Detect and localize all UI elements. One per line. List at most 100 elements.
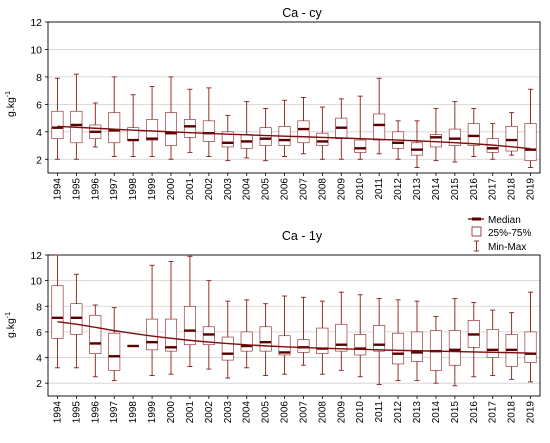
- x-tick-label: 2011: [374, 178, 385, 200]
- iqr-box: [354, 139, 367, 153]
- box-2009: [335, 98, 348, 160]
- x-tick-label: 2015: [450, 401, 461, 424]
- x-tick-label: 2009: [336, 401, 347, 424]
- box-1994: [51, 254, 64, 369]
- box-2015: [448, 101, 461, 163]
- x-tick-label: 2017: [488, 178, 499, 201]
- box-2009: [335, 291, 348, 371]
- iqr-box: [259, 127, 272, 146]
- x-tick-label: 2018: [507, 401, 518, 424]
- legend-box-swatch: [471, 226, 482, 237]
- plot-frame: [47, 21, 541, 174]
- y-tick-label: 2: [36, 378, 42, 390]
- box-2008: [316, 300, 329, 375]
- iqr-box: [183, 305, 196, 346]
- box-2010: [354, 294, 367, 378]
- box-2007: [297, 97, 310, 155]
- iqr-box: [354, 334, 367, 356]
- x-tick-label: 2006: [280, 178, 291, 201]
- box-2004: [240, 299, 253, 369]
- x-tick-label: 2002: [204, 178, 215, 201]
- box-2016: [467, 301, 480, 378]
- box-2018: [505, 112, 518, 156]
- x-tick-label: 2014: [431, 401, 442, 424]
- box-2016: [467, 108, 480, 157]
- y-tick-label: 8: [36, 72, 42, 84]
- legend-range-label: Min-Max: [488, 242, 526, 253]
- y-axis-label-1y: g.kg-1: [5, 312, 17, 338]
- y-tick-label: 6: [36, 99, 42, 111]
- x-tick-label: 2011: [374, 401, 385, 423]
- x-tick-label: 2014: [431, 178, 442, 201]
- iqr-box: [70, 303, 83, 335]
- x-tick-label: 2010: [355, 401, 366, 424]
- box-2019: [524, 291, 537, 383]
- box-2003: [221, 300, 234, 379]
- x-tick-label: 2008: [317, 401, 328, 424]
- x-tick-label: 2016: [469, 401, 480, 424]
- iqr-box: [259, 326, 272, 352]
- iqr-box: [373, 113, 386, 141]
- x-tick-label: 1994: [52, 178, 63, 201]
- x-tick-label: 2012: [393, 401, 404, 424]
- iqr-box: [89, 314, 102, 354]
- iqr-box: [51, 110, 64, 139]
- box-2018: [505, 312, 518, 380]
- box-2019: [524, 88, 537, 168]
- y-tick-label: 8: [36, 301, 42, 313]
- iqr-box: [183, 119, 196, 138]
- legend-quartiles-label: 25%-75%: [488, 228, 531, 239]
- iqr-box: [297, 339, 310, 353]
- y-tick-label: 10: [30, 44, 42, 56]
- x-tick-label: 2004: [242, 401, 253, 424]
- x-tick-label: 1998: [128, 178, 139, 201]
- box-2000: [165, 260, 177, 375]
- x-tick-label: 2008: [317, 178, 328, 201]
- box-2006: [278, 99, 291, 157]
- box-1999: [146, 86, 159, 157]
- box-2002: [202, 280, 215, 370]
- box-2005: [259, 303, 272, 376]
- iqr-box: [146, 318, 159, 351]
- iqr-box: [316, 327, 329, 354]
- x-tick-label: 2013: [412, 401, 423, 424]
- box-2007: [297, 296, 310, 366]
- plot-frame: [47, 254, 541, 397]
- iqr-box: [524, 123, 537, 161]
- chart-title-1y: Ca - 1y: [282, 229, 323, 243]
- iqr-box: [429, 134, 442, 148]
- box-2000: [165, 76, 177, 160]
- iqr-box: [297, 120, 310, 144]
- iqr-box: [448, 128, 461, 146]
- x-tick-label: 1997: [109, 401, 120, 424]
- y-tick-label: 6: [36, 327, 42, 339]
- iqr-box: [202, 120, 215, 142]
- x-tick-label: 2013: [412, 178, 423, 201]
- y-tick-label: 2: [36, 154, 42, 166]
- x-tick-label: 1999: [147, 178, 158, 201]
- x-tick-label: 1995: [71, 401, 82, 424]
- x-tick-label: 2001: [185, 401, 196, 424]
- x-tick-label: 2005: [261, 178, 272, 201]
- iqr-box: [165, 318, 177, 352]
- iqr-box: [316, 132, 329, 146]
- trend-line: [57, 320, 531, 354]
- box-1996: [89, 304, 102, 378]
- chart-panel-cy: 2 4 6 8 10 12 1994 1995 1996 1997 1998 1999 2000 2001…: [30, 17, 541, 201]
- box-2014: [429, 108, 442, 162]
- box-1995: [70, 273, 83, 369]
- iqr-box: [108, 332, 121, 371]
- box-2003: [221, 114, 234, 162]
- box-1999: [146, 264, 159, 376]
- box-1997: [108, 76, 121, 157]
- box-2017: [486, 309, 499, 376]
- iqr-box: [411, 331, 423, 362]
- x-tick-label: 2000: [166, 401, 177, 424]
- chart-panel-1y: 2 4 6 8 10 12 1994 1995 1996 1997 1998 1999 2000 2001…: [30, 250, 541, 424]
- x-tick-label: 2006: [280, 401, 291, 424]
- x-tick-label: 2019: [526, 178, 537, 201]
- iqr-box: [335, 323, 348, 352]
- iqr-box: [373, 325, 386, 352]
- x-tick-label: 1996: [90, 178, 101, 201]
- box-2004: [240, 101, 253, 159]
